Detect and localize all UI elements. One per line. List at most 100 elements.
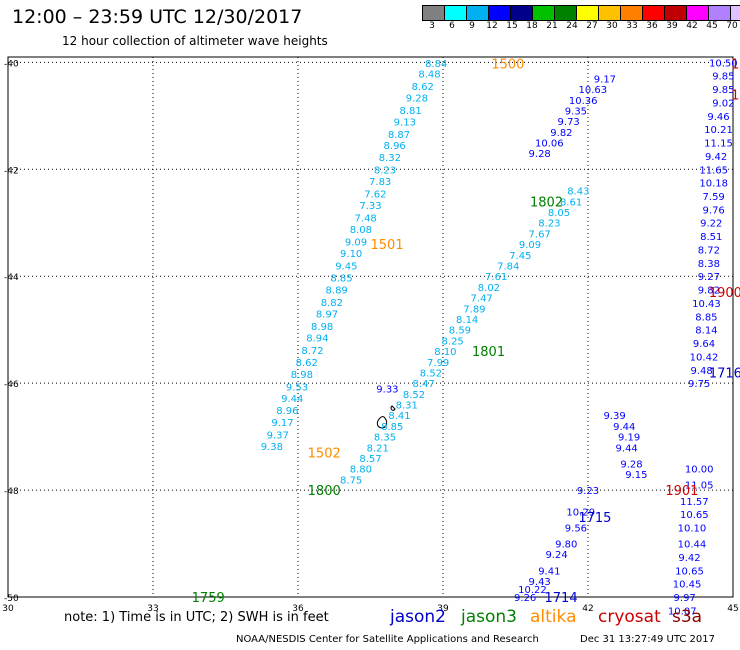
color-scale-label: 36 [646, 21, 658, 31]
wave-height-value: 8.72 [698, 245, 720, 256]
legend-s3a: s3a [672, 607, 703, 627]
wave-height-value: 8.02 [478, 283, 500, 294]
pass-label: 1901 [665, 484, 698, 499]
wave-height-value: 8.94 [306, 334, 328, 345]
pass-label: 1800 [308, 484, 341, 499]
wave-height-value: 10.06 [535, 139, 564, 150]
wave-height-value: 9.73 [558, 117, 580, 128]
wave-height-value: 9.42 [678, 553, 700, 564]
wave-height-value: 8.38 [698, 259, 720, 270]
color-swatch [730, 5, 740, 21]
wave-height-value: 7.99 [427, 358, 449, 369]
wave-height-value: 8.96 [276, 406, 298, 417]
wave-height-value: 10.21 [704, 125, 733, 136]
wave-height-value: 9.42 [705, 152, 727, 163]
wave-height-value: 10.44 [678, 540, 707, 551]
pass-label: 1759 [192, 591, 225, 606]
color-scale-label: 12 [486, 21, 498, 31]
pass-label: 1502 [308, 447, 341, 462]
color-scale-label: 3 [429, 21, 435, 31]
wave-height-value: 9.75 [688, 379, 710, 390]
longitude-label: 39 [437, 604, 449, 614]
wave-height-value: 9.45 [335, 262, 357, 273]
pass-label: 1500 [491, 57, 524, 72]
island-outline [376, 416, 388, 429]
color-scale-label: 42 [686, 21, 698, 31]
footnote: note: 1) Time is in UTC; 2) SWH is in fe… [64, 610, 329, 625]
wave-height-value: 8.14 [456, 315, 478, 326]
wave-height-value: 10.07 [668, 606, 697, 617]
wave-height-value: 8.75 [340, 475, 362, 486]
wave-height-value: 7.48 [355, 213, 377, 224]
wave-height-value: 7.45 [509, 251, 531, 262]
wave-height-value: 9.53 [286, 382, 308, 393]
color-scale-label: 18 [526, 21, 538, 31]
wave-height-value: 9.27 [698, 272, 720, 283]
pass-label: 1801 [472, 345, 505, 360]
wave-height-value: 7.33 [359, 201, 381, 212]
wave-height-value: 11.05 [685, 481, 714, 492]
wave-height-value: 8.89 [326, 286, 348, 297]
wave-height-value: 8.72 [301, 346, 323, 357]
wave-height-value: 9.02 [712, 98, 734, 109]
map-frame [7, 56, 734, 598]
color-scale-label: 15 [506, 21, 518, 31]
wave-height-value: 10.18 [699, 179, 728, 190]
wave-height-value: 10.63 [579, 85, 608, 96]
wave-height-value: 9.35 [565, 106, 587, 117]
wave-height-value: 9.44 [613, 422, 635, 433]
wave-height-value: 9.19 [618, 433, 640, 444]
wave-height-value: 10.65 [675, 566, 704, 577]
wave-height-value: 8.32 [379, 153, 401, 164]
wave-height-value: 8.05 [548, 208, 570, 219]
pass-label: 1900 [709, 286, 740, 301]
wave-height-value: 9.48 [690, 366, 712, 377]
longitude-label: 30 [2, 604, 14, 614]
wave-height-value: 10.36 [569, 96, 598, 107]
wave-height-value: 8.10 [434, 347, 456, 358]
wave-height-value: 8.80 [350, 465, 372, 476]
longitude-label: 45 [727, 604, 738, 614]
wave-height-value: 9.85 [712, 72, 734, 83]
color-scale-bar [422, 5, 740, 21]
color-scale-label: 21 [546, 21, 558, 31]
latitude-label: -44 [4, 273, 19, 283]
wave-height-value: 10.10 [678, 523, 707, 534]
wave-height-value: 9.43 [529, 577, 551, 588]
wave-height-value: 7.67 [529, 229, 551, 240]
pass-label: 1715 [578, 511, 611, 526]
wave-height-value: 7.84 [497, 262, 519, 273]
wave-height-value: 9.24 [545, 550, 567, 561]
wave-height-value: 7.62 [364, 189, 386, 200]
pass-label: 18 [731, 88, 740, 103]
wave-height-value: 9.15 [625, 470, 647, 481]
wave-height-value: 10.45 [673, 580, 702, 591]
longitude-label: 36 [292, 604, 304, 614]
wave-height-value: 8.23 [374, 165, 396, 176]
wave-height-value: 9.33 [376, 384, 398, 395]
pass-label: 1714 [545, 591, 578, 606]
wave-height-value: 8.08 [350, 225, 372, 236]
wave-height-value: 7.83 [369, 177, 391, 188]
wave-height-value: 9.39 [603, 411, 625, 422]
wave-height-value: 8.85 [330, 273, 352, 284]
color-scale-label: 27 [586, 21, 598, 31]
wave-height-value: 8.97 [316, 310, 338, 321]
legend-jason3: jason3 [461, 607, 517, 627]
wave-height-value: 9.10 [340, 249, 362, 260]
wave-height-value: 8.85 [695, 312, 717, 323]
wave-height-value: 9.82 [550, 128, 572, 139]
wave-height-value: 8.47 [413, 379, 435, 390]
wave-height-value: 8.43 [567, 187, 589, 198]
wave-height-value: 8.81 [399, 106, 421, 117]
wave-height-value: 8.35 [374, 433, 396, 444]
wave-height-value: 9.09 [345, 237, 367, 248]
map-title: 12:00 – 23:59 UTC 12/30/2017 [12, 6, 303, 28]
latitude-label: -48 [4, 487, 19, 497]
latitude-label: -50 [4, 594, 19, 604]
wave-height-value: 8.96 [384, 141, 406, 152]
wave-height-value: 10.29 [566, 507, 595, 518]
wave-height-value: 9.23 [577, 486, 599, 497]
color-scale-label: 30 [606, 21, 618, 31]
